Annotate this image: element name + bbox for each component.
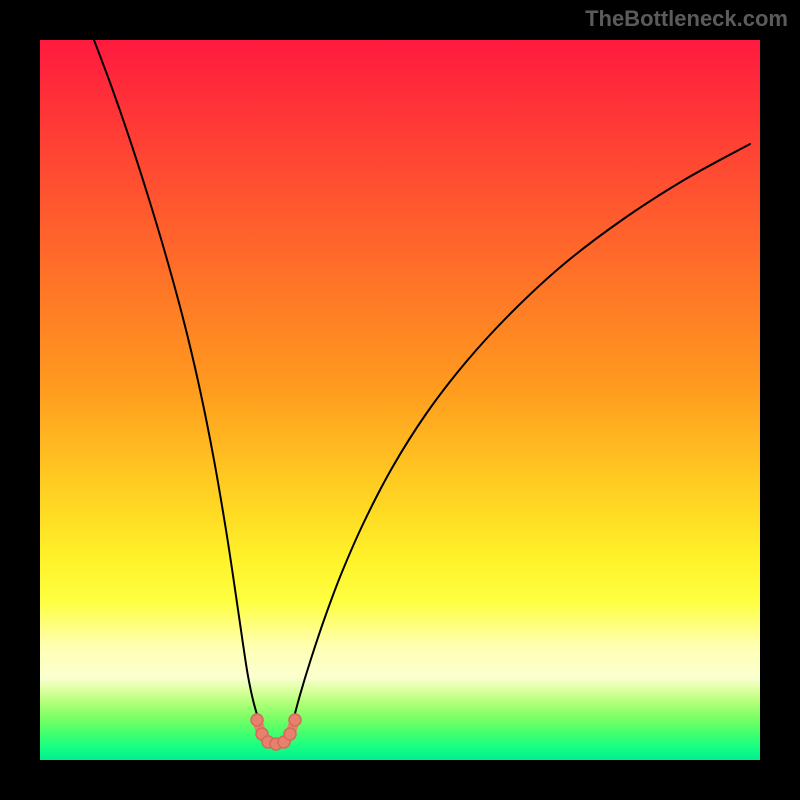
marker-dot [284,728,296,740]
plot-area [40,40,760,760]
marker-dot [251,714,263,726]
watermark-text: TheBottleneck.com [585,6,788,32]
curve-left [94,40,260,725]
chart-container: TheBottleneck.com [0,0,800,800]
marker-group [251,714,301,750]
curve-right [292,144,750,725]
marker-dot [289,714,301,726]
curve-svg [40,40,760,760]
